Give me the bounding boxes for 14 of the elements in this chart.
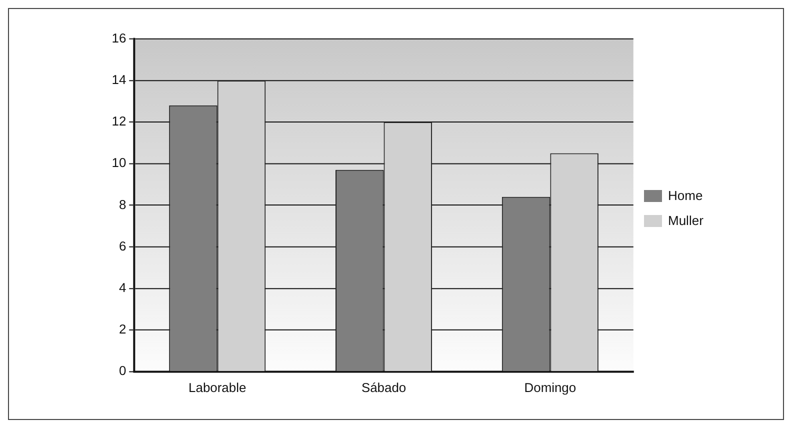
y-tick-label: 0 (118, 363, 126, 378)
x-tick-label: Sábado (361, 380, 406, 395)
y-tick-label: 14 (112, 72, 126, 88)
x-tick-label: Domingo (524, 380, 576, 395)
x-tick-label: Laborable (188, 380, 246, 395)
legend-label: Muller (668, 213, 704, 228)
y-tick-label: 12 (112, 114, 126, 129)
y-tick-label: 4 (118, 280, 126, 295)
y-tick-label: 6 (118, 238, 126, 254)
y-tick-label: 2 (118, 322, 126, 337)
y-tick-label: 16 (112, 30, 126, 46)
legend-label: Home (668, 188, 703, 203)
y-tick-label: 10 (112, 155, 126, 170)
y-tick-label: 8 (118, 196, 126, 212)
